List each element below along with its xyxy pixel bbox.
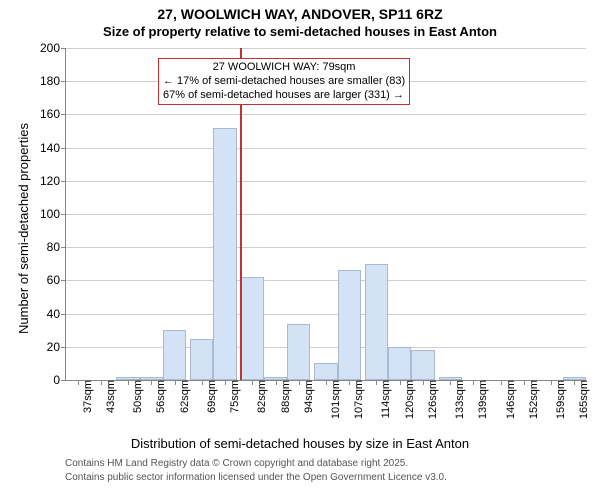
gridline xyxy=(66,148,586,149)
histogram-bar xyxy=(241,277,264,380)
y-tick-label: 20 xyxy=(47,340,66,354)
x-axis-label: Distribution of semi-detached houses by … xyxy=(0,436,600,451)
x-tick-label: 82sqm xyxy=(252,380,268,413)
histogram-bar xyxy=(338,270,361,380)
y-tick-label: 180 xyxy=(40,74,66,88)
x-tick-label: 62sqm xyxy=(175,380,191,413)
histogram-bar xyxy=(314,363,337,380)
gridline xyxy=(66,181,586,182)
y-tick-label: 60 xyxy=(47,273,66,287)
x-tick-label: 139sqm xyxy=(473,380,489,419)
x-tick-label: 146sqm xyxy=(501,380,517,419)
y-tick-label: 40 xyxy=(47,307,66,321)
x-tick-label: 94sqm xyxy=(299,380,315,413)
attribution-line-1: Contains HM Land Registry data © Crown c… xyxy=(65,458,408,469)
y-tick-label: 80 xyxy=(47,240,66,254)
x-tick-label: 75sqm xyxy=(225,380,241,413)
x-tick-label: 114sqm xyxy=(376,380,392,418)
x-tick-label: 152sqm xyxy=(524,380,540,419)
histogram-bar xyxy=(190,339,213,381)
histogram-bar xyxy=(388,347,411,380)
x-tick-label: 50sqm xyxy=(128,380,144,413)
gridline xyxy=(66,214,586,215)
callout-line: ← 17% of semi-detached houses are smalle… xyxy=(163,75,405,89)
page-title: 27, WOOLWICH WAY, ANDOVER, SP11 6RZ xyxy=(0,6,600,22)
callout-line: 67% of semi-detached houses are larger (… xyxy=(163,89,405,103)
x-tick-label: 101sqm xyxy=(326,380,342,419)
y-tick-label: 140 xyxy=(40,141,66,155)
page-subtitle: Size of property relative to semi-detach… xyxy=(0,24,600,39)
histogram-bar xyxy=(287,324,310,380)
x-tick-label: 37sqm xyxy=(78,380,94,413)
histogram-bar xyxy=(213,128,236,380)
gridline xyxy=(66,280,586,281)
y-tick-label: 200 xyxy=(40,41,66,55)
gridline xyxy=(66,247,586,248)
x-tick-label: 56sqm xyxy=(151,380,167,413)
callout-box: 27 WOOLWICH WAY: 79sqm← 17% of semi-deta… xyxy=(158,58,410,105)
attribution-line-2: Contains public sector information licen… xyxy=(65,472,447,483)
x-tick-label: 159sqm xyxy=(551,380,567,419)
plot-area: 02040608010012014016018020037sqm43sqm50s… xyxy=(65,48,586,381)
x-tick-label: 133sqm xyxy=(450,380,466,419)
chart-container: 27, WOOLWICH WAY, ANDOVER, SP11 6RZ Size… xyxy=(0,0,600,500)
x-tick-label: 69sqm xyxy=(202,380,218,413)
x-tick-label: 88sqm xyxy=(276,380,292,413)
gridline xyxy=(66,48,586,49)
x-tick-label: 165sqm xyxy=(574,380,590,419)
x-tick-label: 120sqm xyxy=(400,380,416,419)
y-tick-label: 120 xyxy=(40,174,66,188)
x-tick-label: 126sqm xyxy=(423,380,439,419)
gridline xyxy=(66,347,586,348)
callout-line: 27 WOOLWICH WAY: 79sqm xyxy=(163,61,405,75)
x-tick-label: 107sqm xyxy=(349,380,365,419)
histogram-bar xyxy=(163,330,186,380)
histogram-bar xyxy=(411,350,434,380)
histogram-bar xyxy=(365,264,388,380)
y-tick-label: 100 xyxy=(40,207,66,221)
y-axis-label: Number of semi-detached properties xyxy=(16,123,31,334)
y-tick-label: 0 xyxy=(53,373,66,387)
gridline xyxy=(66,114,586,115)
gridline xyxy=(66,314,586,315)
y-tick-label: 160 xyxy=(40,107,66,121)
x-tick-label: 43sqm xyxy=(101,380,117,413)
